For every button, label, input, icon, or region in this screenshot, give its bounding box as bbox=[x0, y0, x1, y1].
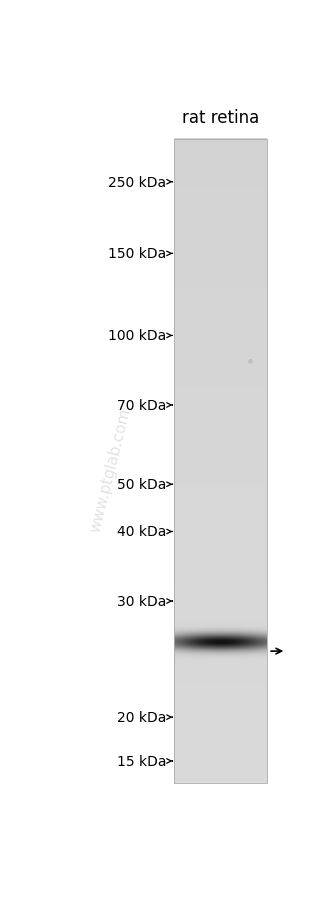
Text: 15 kDa: 15 kDa bbox=[117, 754, 166, 769]
Text: rat retina: rat retina bbox=[182, 109, 259, 127]
Text: 40 kDa: 40 kDa bbox=[117, 525, 166, 538]
Text: 250 kDa: 250 kDa bbox=[108, 176, 166, 189]
Text: 70 kDa: 70 kDa bbox=[117, 399, 166, 412]
Text: 20 kDa: 20 kDa bbox=[117, 711, 166, 724]
Bar bbox=[175, 140, 267, 783]
Text: www.ptglab.com: www.ptglab.com bbox=[88, 406, 134, 533]
Text: 100 kDa: 100 kDa bbox=[108, 329, 166, 343]
Text: 50 kDa: 50 kDa bbox=[117, 478, 166, 492]
Text: 30 kDa: 30 kDa bbox=[117, 594, 166, 608]
Text: 150 kDa: 150 kDa bbox=[108, 247, 166, 261]
